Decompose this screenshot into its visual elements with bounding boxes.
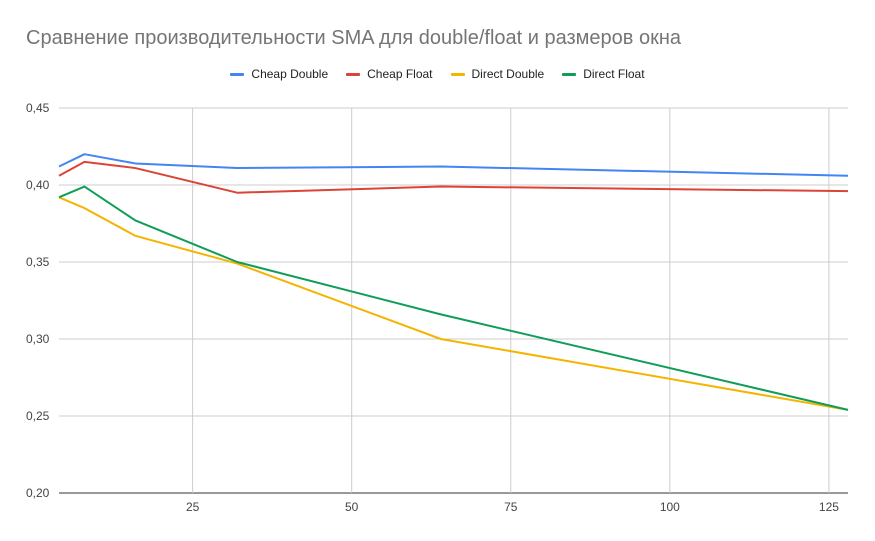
- y-tick-label: 0,35: [26, 255, 50, 269]
- legend-label: Cheap Double: [251, 67, 329, 81]
- y-tick-label: 0,30: [26, 332, 50, 346]
- series-line-cheap-float: [58, 160, 849, 194]
- legend-label: Direct Float: [583, 67, 645, 81]
- y-tick-label: 0,40: [26, 178, 50, 192]
- x-tick-label: 25: [186, 500, 200, 514]
- legend-label: Direct Double: [471, 67, 545, 81]
- chart-legend: Cheap Double Cheap Float Direct Double D…: [0, 67, 875, 81]
- legend-label: Cheap Float: [367, 67, 433, 81]
- x-tick-label: 75: [504, 500, 518, 514]
- legend-item-direct-float[interactable]: Direct Float: [562, 67, 645, 81]
- series-line-direct-float: [58, 185, 849, 411]
- legend-swatch: [562, 72, 577, 76]
- x-tick-label: 100: [660, 500, 680, 514]
- legend-swatch: [450, 72, 465, 76]
- x-tick-label: 50: [345, 500, 359, 514]
- series-line-direct-double: [58, 196, 849, 411]
- y-tick-label: 0,20: [26, 486, 50, 500]
- y-tick-label: 0,45: [26, 101, 50, 115]
- series-line-cheap-double: [58, 153, 849, 177]
- legend-item-cheap-float[interactable]: Cheap Float: [346, 67, 433, 81]
- legend-swatch: [230, 72, 245, 76]
- legend-swatch: [346, 72, 361, 76]
- legend-item-direct-double[interactable]: Direct Double: [450, 67, 545, 81]
- legend-item-cheap-double[interactable]: Cheap Double: [230, 67, 328, 81]
- y-tick-label: 0,25: [26, 409, 50, 423]
- chart-title: Сравнение производительности SMA для dou…: [26, 27, 682, 49]
- x-tick-label: 125: [819, 500, 839, 514]
